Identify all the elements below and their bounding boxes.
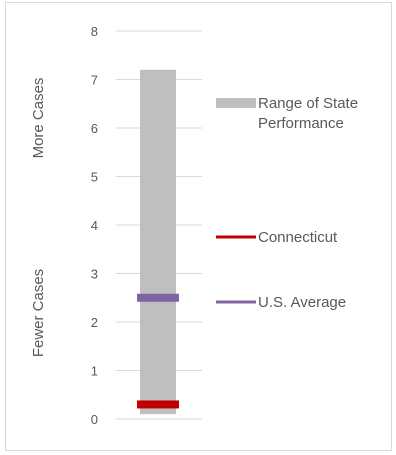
y-tick-label: 2 — [91, 315, 98, 330]
plot-markers — [137, 293, 179, 409]
legend-label-connecticut: Connecticut — [258, 229, 338, 246]
y-tick-label: 5 — [91, 170, 98, 185]
y-tick-label: 6 — [91, 121, 98, 136]
legend: Range of State Performance Connecticut U.S.… — [216, 95, 358, 311]
legend-label-u-s-average: U.S. Average — [258, 294, 346, 311]
legend-label-range: Range of State Performance — [258, 95, 358, 132]
plot-bars — [140, 69, 176, 415]
chart-area: 0 1 2 3 4 5 6 7 8 More Cases Fewer Cases Range o… — [30, 24, 358, 427]
y-axis-ticks: 0 1 2 3 4 5 6 7 8 — [91, 24, 98, 427]
y-tick-label: 0 — [91, 412, 98, 427]
marker-u-s-average — [137, 293, 179, 302]
y-tick-label: 1 — [91, 364, 98, 379]
chart-frame: 0 1 2 3 4 5 6 7 8 More Cases Fewer Cases Range o… — [5, 2, 392, 451]
side-label-more-cases: More Cases — [30, 78, 47, 159]
y-tick-label: 8 — [91, 24, 98, 39]
range-bar — [140, 69, 176, 415]
y-tick-label: 3 — [91, 267, 98, 282]
legend-swatch-range — [216, 98, 256, 108]
side-label-fewer-cases: Fewer Cases — [30, 269, 47, 357]
marker-connecticut — [137, 400, 179, 409]
y-tick-label: 7 — [91, 73, 98, 88]
y-tick-label: 4 — [91, 218, 98, 233]
